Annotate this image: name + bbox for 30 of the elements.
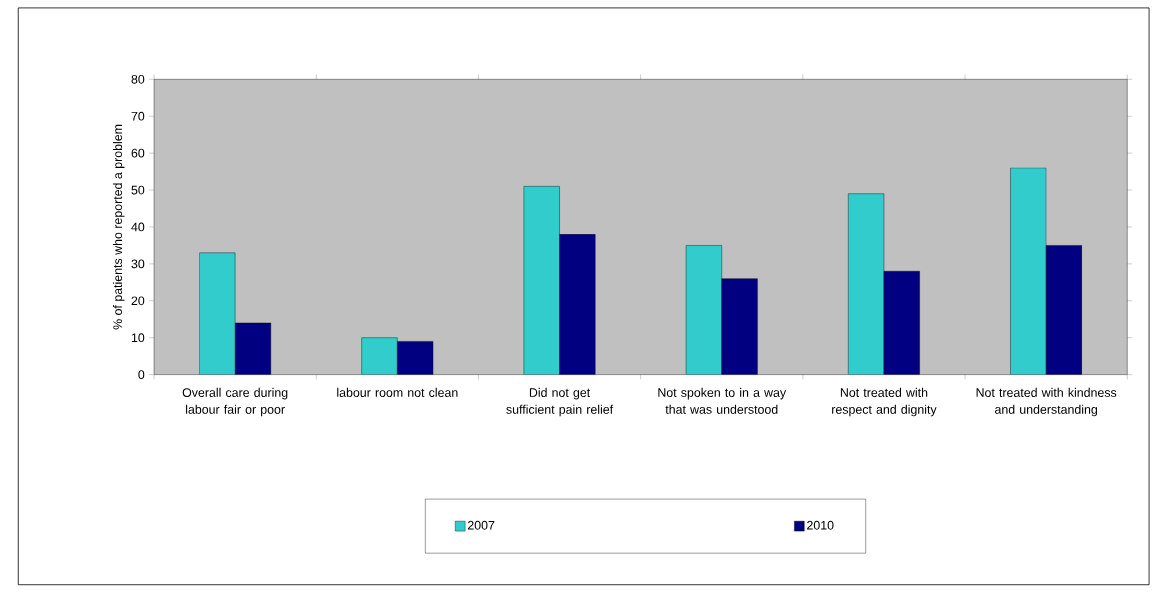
bar xyxy=(559,234,596,375)
y-tick-label: 30 xyxy=(131,259,145,269)
bar xyxy=(523,186,560,375)
bar xyxy=(1010,167,1047,375)
bar xyxy=(199,252,236,375)
x-tick-label: labour room not clean xyxy=(337,388,458,398)
legend-label: 2010 xyxy=(807,521,834,530)
legend-label: 2007 xyxy=(467,521,495,530)
x-tick-label: Overall care during labour fair or poor xyxy=(182,388,288,417)
x-tick-label: Not treated with respect and dignity xyxy=(832,388,937,417)
bar xyxy=(685,245,722,375)
bar xyxy=(848,193,885,375)
y-tick-label: 80 xyxy=(131,75,145,84)
bar xyxy=(721,278,758,375)
bar xyxy=(1045,245,1083,375)
x-tick-label: Not spoken to in a way that was understood xyxy=(658,388,787,414)
y-tick-label: 0 xyxy=(138,370,145,380)
y-tick-label: 10 xyxy=(131,333,145,343)
x-tick-label: Not treated with kindness and understanding xyxy=(976,388,1117,417)
x-tick-label: Did not get sufficient pain relief xyxy=(506,388,614,417)
y-tick-label: 60 xyxy=(131,148,145,158)
y-tick-label: 40 xyxy=(131,222,145,232)
y-tick-label: 50 xyxy=(131,185,145,195)
bar xyxy=(397,341,434,375)
y-axis-title: % of patients who reported a problem xyxy=(112,125,125,330)
y-tick-label: 20 xyxy=(131,296,145,306)
bar xyxy=(361,337,398,375)
y-tick-label: 70 xyxy=(131,111,145,121)
bar xyxy=(883,271,920,375)
bar xyxy=(234,322,272,375)
